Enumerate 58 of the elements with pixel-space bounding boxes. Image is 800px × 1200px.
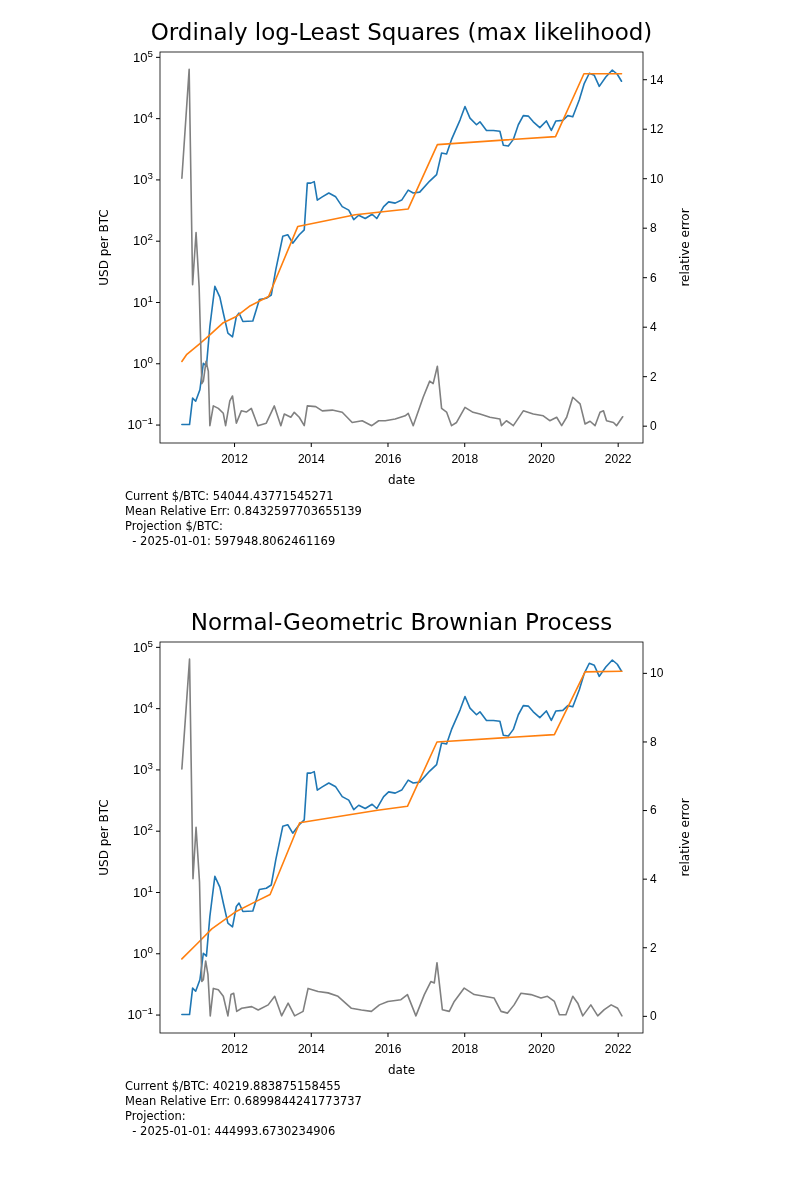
y2-tick-label: 14 [650,72,664,87]
x-tick-label: 2012 [221,1042,249,1057]
y-tick-label: 10$^{1}$ [133,882,153,900]
x-axis-title: date [387,473,416,487]
y2-tick-label: 8 [650,734,657,749]
y-tick-label: 10$^{5}$ [133,637,154,655]
x-axis-title: date [387,1063,416,1077]
y-tick-label: 10$^{4}$ [133,698,154,716]
y-tick-label: 10$^{1}$ [133,292,153,310]
y2-tick-label: 10 [650,171,664,186]
x-tick-label: 2018 [451,1042,479,1057]
text: Current $/BTC: 54044.43771545271 [125,489,334,503]
y-axis-title: USD per BTC [97,209,111,286]
text: - 2025-01-01: 444993.6730234906 [125,1124,336,1138]
text: Mean Relative Err: 0.6899844241773737 [125,1094,362,1108]
x-tick-label: 2018 [451,452,479,467]
y2-tick-label: 8 [650,221,657,236]
y-tick-label: 10$^{−1}$ [127,414,153,433]
text: Projection: [125,1109,186,1123]
chart-title: Ordinaly log-Least Squares (max likelihood) [150,19,653,45]
y2-axis-title: relative error [678,798,692,877]
y2-tick-label: 2 [650,369,657,384]
y-tick-label: 10$^{0}$ [133,353,154,371]
y-tick-label: 10$^{2}$ [133,230,153,249]
y2-tick-label: 4 [650,872,657,886]
y2-tick-label: 0 [650,1009,657,1024]
y2-tick-label: 2 [650,940,657,955]
y2-tick-label: 4 [650,320,657,335]
y-tick-label: 10$^{3}$ [133,169,153,188]
line-series [181,72,623,363]
y-tick-label: 10$^{−1}$ [127,1004,153,1023]
x-tick-label: 2022 [604,452,632,467]
x-tick-label: 2016 [374,452,402,467]
y2-tick-label: 6 [650,803,657,818]
text: Current $/BTC: 40219.883875158455 [125,1079,341,1093]
x-tick-label: 2012 [221,452,249,467]
text: - 2025-01-01: 597948.8062461169 [125,534,336,548]
x-tick-label: 2016 [374,1042,402,1057]
x-tick-label: 2014 [297,1042,325,1057]
x-tick-label: 2020 [528,1042,556,1057]
text: Mean Relative Err: 0.8432597703655139 [125,504,362,518]
text: Projection $/BTC: [125,519,223,533]
x-tick-label: 2022 [604,1042,632,1057]
y2-tick-label: 0 [650,419,657,434]
y-tick-label: 10$^{5}$ [133,47,154,65]
y-tick-label: 10$^{2}$ [133,820,153,839]
y2-tick-label: 12 [650,122,664,137]
y-tick-label: 10$^{0}$ [133,943,154,961]
line-series [181,670,623,960]
y-axis-title: USD per BTC [97,799,111,876]
y2-axis-title: relative error [678,208,692,287]
x-tick-label: 2020 [528,452,556,467]
x-tick-label: 2014 [297,452,325,467]
y-tick-label: 10$^{3}$ [133,759,153,778]
y-tick-label: 10$^{4}$ [133,108,154,126]
chart-title: Normal-Geometric Brownian Process [190,609,613,635]
y2-tick-label: 6 [650,270,657,285]
y2-tick-label: 10 [650,666,664,681]
